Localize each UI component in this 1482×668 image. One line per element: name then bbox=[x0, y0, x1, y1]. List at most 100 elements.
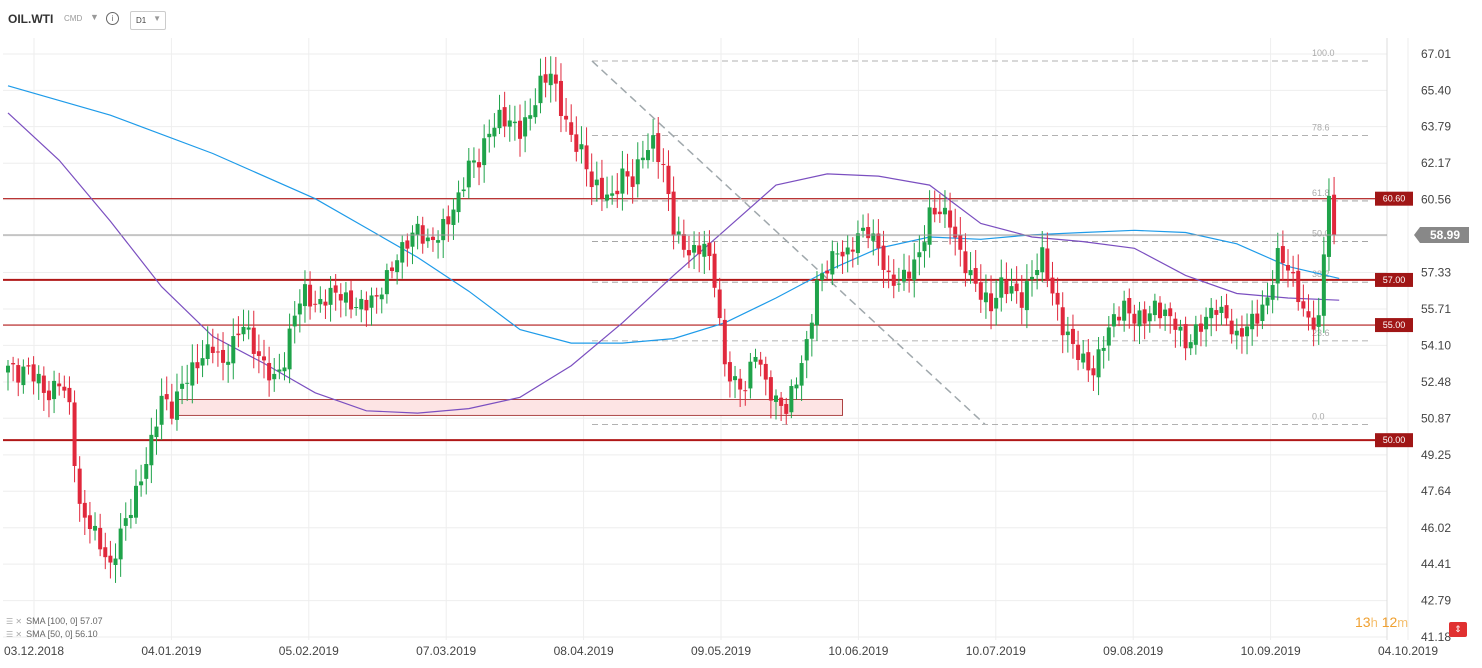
candle-body bbox=[82, 502, 87, 518]
candle-body bbox=[569, 122, 574, 135]
candle-body bbox=[62, 386, 67, 391]
symbol-label[interactable]: OIL.WTI bbox=[8, 12, 54, 26]
candle-body bbox=[1209, 307, 1214, 319]
scale-toggle-button[interactable]: ⇕ bbox=[1449, 622, 1467, 637]
candle-body bbox=[1321, 254, 1326, 316]
price-tick-label: 57.33 bbox=[1421, 265, 1451, 279]
candle-body bbox=[405, 240, 410, 249]
candle-body bbox=[456, 192, 461, 213]
price-tick-label: 62.17 bbox=[1421, 156, 1451, 170]
candle-body bbox=[262, 356, 266, 361]
price-level-tag-text: 57.00 bbox=[1383, 275, 1406, 285]
candle-body bbox=[221, 349, 226, 363]
candle-body bbox=[1183, 324, 1188, 349]
candle-body bbox=[466, 160, 471, 188]
candle-body bbox=[390, 267, 394, 272]
candle-body bbox=[989, 293, 994, 312]
candle-body bbox=[589, 171, 594, 188]
candle-body bbox=[1070, 328, 1075, 344]
candle-body bbox=[1168, 308, 1173, 317]
price-tick-label: 41.18 bbox=[1421, 630, 1451, 644]
candle-body bbox=[1239, 328, 1244, 337]
chevron-down-icon[interactable]: ▼ bbox=[90, 12, 99, 22]
price-tick-label: 44.41 bbox=[1421, 557, 1451, 571]
price-tick-label: 50.87 bbox=[1421, 411, 1451, 425]
market-label[interactable]: CMD bbox=[64, 14, 83, 23]
candle-body bbox=[825, 270, 830, 274]
candle-body bbox=[241, 326, 246, 335]
candle-body bbox=[200, 358, 205, 366]
candle-body bbox=[840, 251, 845, 257]
candle-body bbox=[814, 280, 819, 326]
candle-body bbox=[1101, 347, 1106, 351]
current-price-tag bbox=[1414, 227, 1469, 244]
price-tick-label: 47.64 bbox=[1421, 484, 1451, 498]
fib-level-label: 0.0 bbox=[1312, 411, 1325, 421]
sma50-line bbox=[7, 112, 1340, 414]
candle-body bbox=[313, 303, 318, 305]
candle-body bbox=[553, 74, 558, 84]
candle-body bbox=[1158, 302, 1162, 319]
fib-level-label: 100.0 bbox=[1312, 48, 1335, 58]
candle-body bbox=[267, 362, 272, 381]
candle-body bbox=[1152, 300, 1157, 316]
candle-body bbox=[1173, 318, 1178, 330]
legend-sma50-text: SMA [50, 0] 56.10 bbox=[26, 629, 98, 639]
candle-body bbox=[215, 351, 220, 353]
candle-body bbox=[246, 327, 251, 330]
candle-body bbox=[907, 271, 912, 279]
candle-body bbox=[743, 390, 748, 392]
candle-body bbox=[671, 191, 676, 236]
candle-body bbox=[564, 115, 569, 120]
price-tick-label: 46.02 bbox=[1421, 521, 1451, 535]
info-icon[interactable]: i bbox=[106, 12, 119, 25]
timeframe-select[interactable]: D1 ▼ bbox=[130, 11, 166, 30]
candle-body bbox=[354, 307, 359, 309]
date-tick-label: 08.04.2019 bbox=[554, 644, 614, 658]
legend-sma50[interactable]: ☰ ✕ SMA [50, 0] 56.10 bbox=[6, 628, 103, 641]
candle-body bbox=[1275, 248, 1280, 284]
timer-hours-unit: h bbox=[1370, 615, 1378, 630]
candle-body bbox=[661, 164, 666, 166]
candle-body bbox=[1234, 330, 1239, 336]
date-tick-label: 10.07.2019 bbox=[966, 644, 1026, 658]
candle-body bbox=[1117, 316, 1122, 321]
legend-sma100[interactable]: ☰ ✕ SMA [100, 0] 57.07 bbox=[6, 615, 103, 628]
candle-body bbox=[21, 366, 26, 386]
candle-body bbox=[1132, 313, 1137, 324]
candle-body bbox=[891, 274, 896, 286]
timer-minutes-unit: m bbox=[1397, 615, 1409, 630]
candle-body bbox=[154, 426, 159, 438]
candle-body bbox=[226, 361, 231, 365]
candle-body bbox=[635, 159, 640, 185]
candle-body bbox=[1035, 270, 1040, 276]
price-level-tag bbox=[1375, 191, 1413, 206]
candle-body bbox=[1316, 315, 1321, 327]
candle-body bbox=[640, 157, 645, 161]
price-level-tag bbox=[1375, 272, 1413, 287]
candle-body bbox=[1198, 323, 1203, 332]
candle-body bbox=[1055, 292, 1060, 305]
candle-body bbox=[973, 268, 978, 284]
candle-body bbox=[31, 364, 36, 382]
candle-body bbox=[927, 207, 932, 245]
candle-body bbox=[518, 120, 522, 139]
candle-body bbox=[349, 290, 354, 310]
date-tick-label: 04.10.2019 bbox=[1378, 644, 1438, 658]
candle-body bbox=[1060, 307, 1065, 336]
fib-level-label: 50.0 bbox=[1312, 229, 1330, 239]
fib-level-label: 78.6 bbox=[1312, 122, 1330, 132]
candle-body bbox=[430, 236, 435, 241]
candle-body bbox=[722, 319, 727, 365]
legend-sma100-text: SMA [100, 0] 57.07 bbox=[26, 616, 103, 626]
timer-hours: 13 bbox=[1355, 614, 1371, 630]
candle-body bbox=[548, 73, 553, 86]
candle-body bbox=[1306, 311, 1311, 318]
candle-body bbox=[190, 362, 195, 386]
candle-body bbox=[338, 294, 343, 301]
price-level-tag bbox=[1375, 318, 1413, 333]
candle-body bbox=[1127, 297, 1132, 314]
date-tick-label: 05.02.2019 bbox=[279, 644, 339, 658]
candle-body bbox=[533, 105, 538, 118]
